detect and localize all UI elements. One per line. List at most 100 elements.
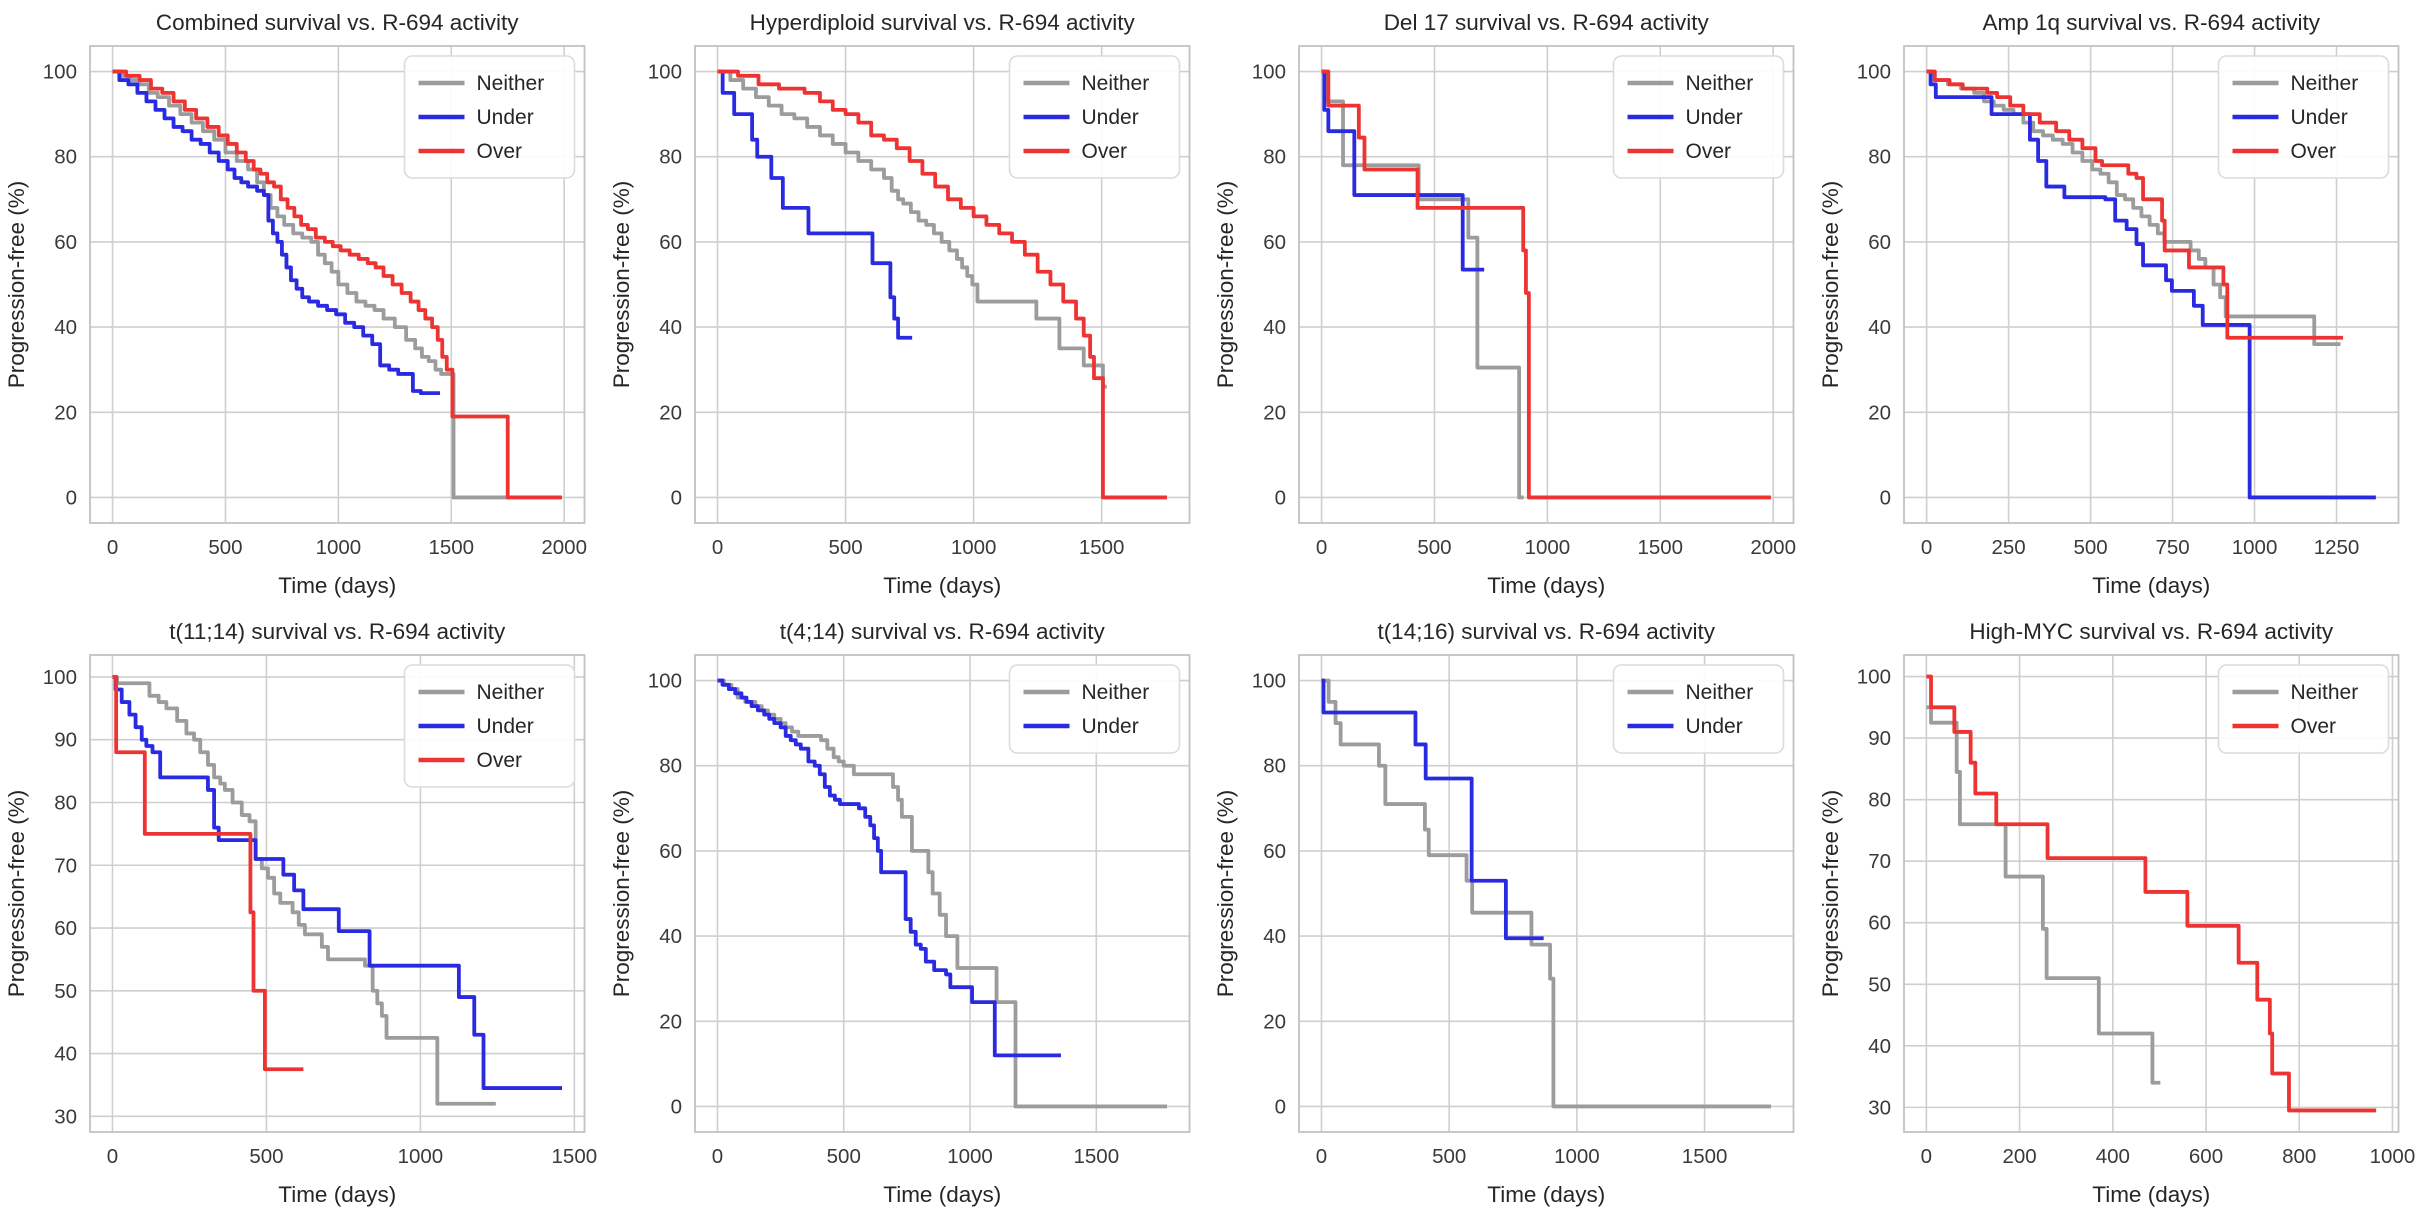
y-tick-label: 0	[1275, 486, 1286, 509]
x-axis-label: Time (days)	[278, 1182, 396, 1207]
y-tick-label: 0	[66, 486, 77, 509]
x-tick-label: 500	[2073, 536, 2107, 559]
x-tick-label: 0	[711, 1145, 722, 1168]
x-tick-label: 1500	[1637, 536, 1683, 559]
y-tick-label: 100	[647, 670, 681, 693]
y-tick-label: 60	[1868, 231, 1891, 254]
x-tick-label: 1000	[1525, 536, 1571, 559]
chart-title: t(11;14) survival vs. R-694 activity	[169, 619, 506, 644]
y-tick-label: 40	[1868, 1035, 1891, 1058]
chart-title: Hyperdiploid survival vs. R-694 activity	[749, 10, 1135, 35]
y-tick-label: 100	[1856, 61, 1890, 84]
y-tick-label: 80	[659, 755, 682, 778]
chart-title: Amp 1q survival vs. R-694 activity	[1982, 10, 2320, 35]
y-axis-label: Progression-free (%)	[1213, 181, 1238, 389]
x-tick-label: 0	[1920, 536, 1931, 559]
x-tick-label: 750	[2155, 536, 2189, 559]
x-axis-label: Time (days)	[1487, 573, 1605, 598]
x-axis-label: Time (days)	[1487, 1182, 1605, 1207]
y-tick-label: 100	[1252, 670, 1286, 693]
legend-label-neither: Neither	[1081, 681, 1149, 704]
x-tick-label: 1250	[2313, 536, 2359, 559]
x-tick-label: 1500	[1078, 536, 1124, 559]
x-tick-label: 1000	[1554, 1145, 1600, 1168]
legend-label-over: Over	[477, 749, 523, 772]
x-tick-label: 0	[1316, 1145, 1327, 1168]
y-tick-label: 40	[54, 316, 77, 339]
y-axis-label: Progression-free (%)	[1818, 790, 1843, 998]
legend-label-under: Under	[1686, 106, 1743, 129]
y-axis-label: Progression-free (%)	[1213, 790, 1238, 998]
legend-label-over: Over	[2290, 140, 2336, 163]
y-tick-label: 80	[54, 146, 77, 169]
chart-title: High-MYC survival vs. R-694 activity	[1969, 619, 2334, 644]
y-tick-label: 80	[1868, 146, 1891, 169]
legend	[2218, 665, 2388, 753]
y-tick-label: 100	[43, 61, 77, 84]
y-tick-label: 40	[54, 1043, 77, 1066]
y-tick-label: 60	[1868, 912, 1891, 935]
legend-label-under: Under	[1081, 715, 1138, 738]
x-tick-label: 1000	[316, 536, 362, 559]
legend-label-under: Under	[1686, 715, 1743, 738]
y-tick-label: 20	[54, 401, 77, 424]
x-tick-label: 500	[828, 536, 862, 559]
x-tick-label: 1000	[2231, 536, 2277, 559]
y-tick-label: 70	[54, 854, 77, 877]
y-tick-label: 0	[1275, 1095, 1286, 1118]
y-axis-label: Progression-free (%)	[609, 181, 634, 389]
x-tick-label: 600	[2188, 1145, 2222, 1168]
series-line-under	[717, 72, 912, 338]
y-tick-label: 70	[1868, 850, 1891, 873]
legend-label-neither: Neither	[477, 72, 545, 95]
x-tick-label: 2000	[541, 536, 587, 559]
x-tick-label: 500	[249, 1145, 283, 1168]
y-tick-label: 90	[54, 729, 77, 752]
x-tick-label: 500	[208, 536, 242, 559]
y-axis-label: Progression-free (%)	[4, 181, 29, 389]
legend-label-under: Under	[477, 106, 534, 129]
x-tick-label: 200	[2002, 1145, 2036, 1168]
chart-title: t(4;14) survival vs. R-694 activity	[779, 619, 1105, 644]
x-tick-label: 1000	[947, 1145, 993, 1168]
legend-label-under: Under	[477, 715, 534, 738]
legend	[1614, 665, 1784, 753]
y-tick-label: 20	[659, 1010, 682, 1033]
legend-label-under: Under	[2290, 106, 2347, 129]
y-tick-label: 60	[54, 231, 77, 254]
legend-label-neither: Neither	[1686, 72, 1754, 95]
legend-label-neither: Neither	[1081, 72, 1149, 95]
y-tick-label: 20	[1868, 401, 1891, 424]
y-tick-label: 0	[670, 486, 681, 509]
y-tick-label: 60	[1263, 840, 1286, 863]
x-axis-label: Time (days)	[278, 573, 396, 598]
chart-title: t(14;16) survival vs. R-694 activity	[1377, 619, 1715, 644]
x-tick-label: 500	[826, 1145, 860, 1168]
y-tick-label: 40	[659, 925, 682, 948]
y-tick-label: 100	[1856, 666, 1890, 689]
legend-label-over: Over	[1686, 140, 1732, 163]
x-tick-label: 0	[1316, 536, 1327, 559]
legend-label-over: Over	[1081, 140, 1127, 163]
series-line-neither	[1926, 707, 2160, 1082]
y-tick-label: 30	[1868, 1096, 1891, 1119]
y-tick-label: 50	[1868, 973, 1891, 996]
y-tick-label: 50	[54, 980, 77, 1003]
y-tick-label: 60	[1263, 231, 1286, 254]
x-tick-label: 1000	[398, 1145, 444, 1168]
x-tick-label: 250	[1991, 536, 2025, 559]
y-tick-label: 80	[54, 791, 77, 814]
x-tick-label: 1500	[552, 1145, 598, 1168]
